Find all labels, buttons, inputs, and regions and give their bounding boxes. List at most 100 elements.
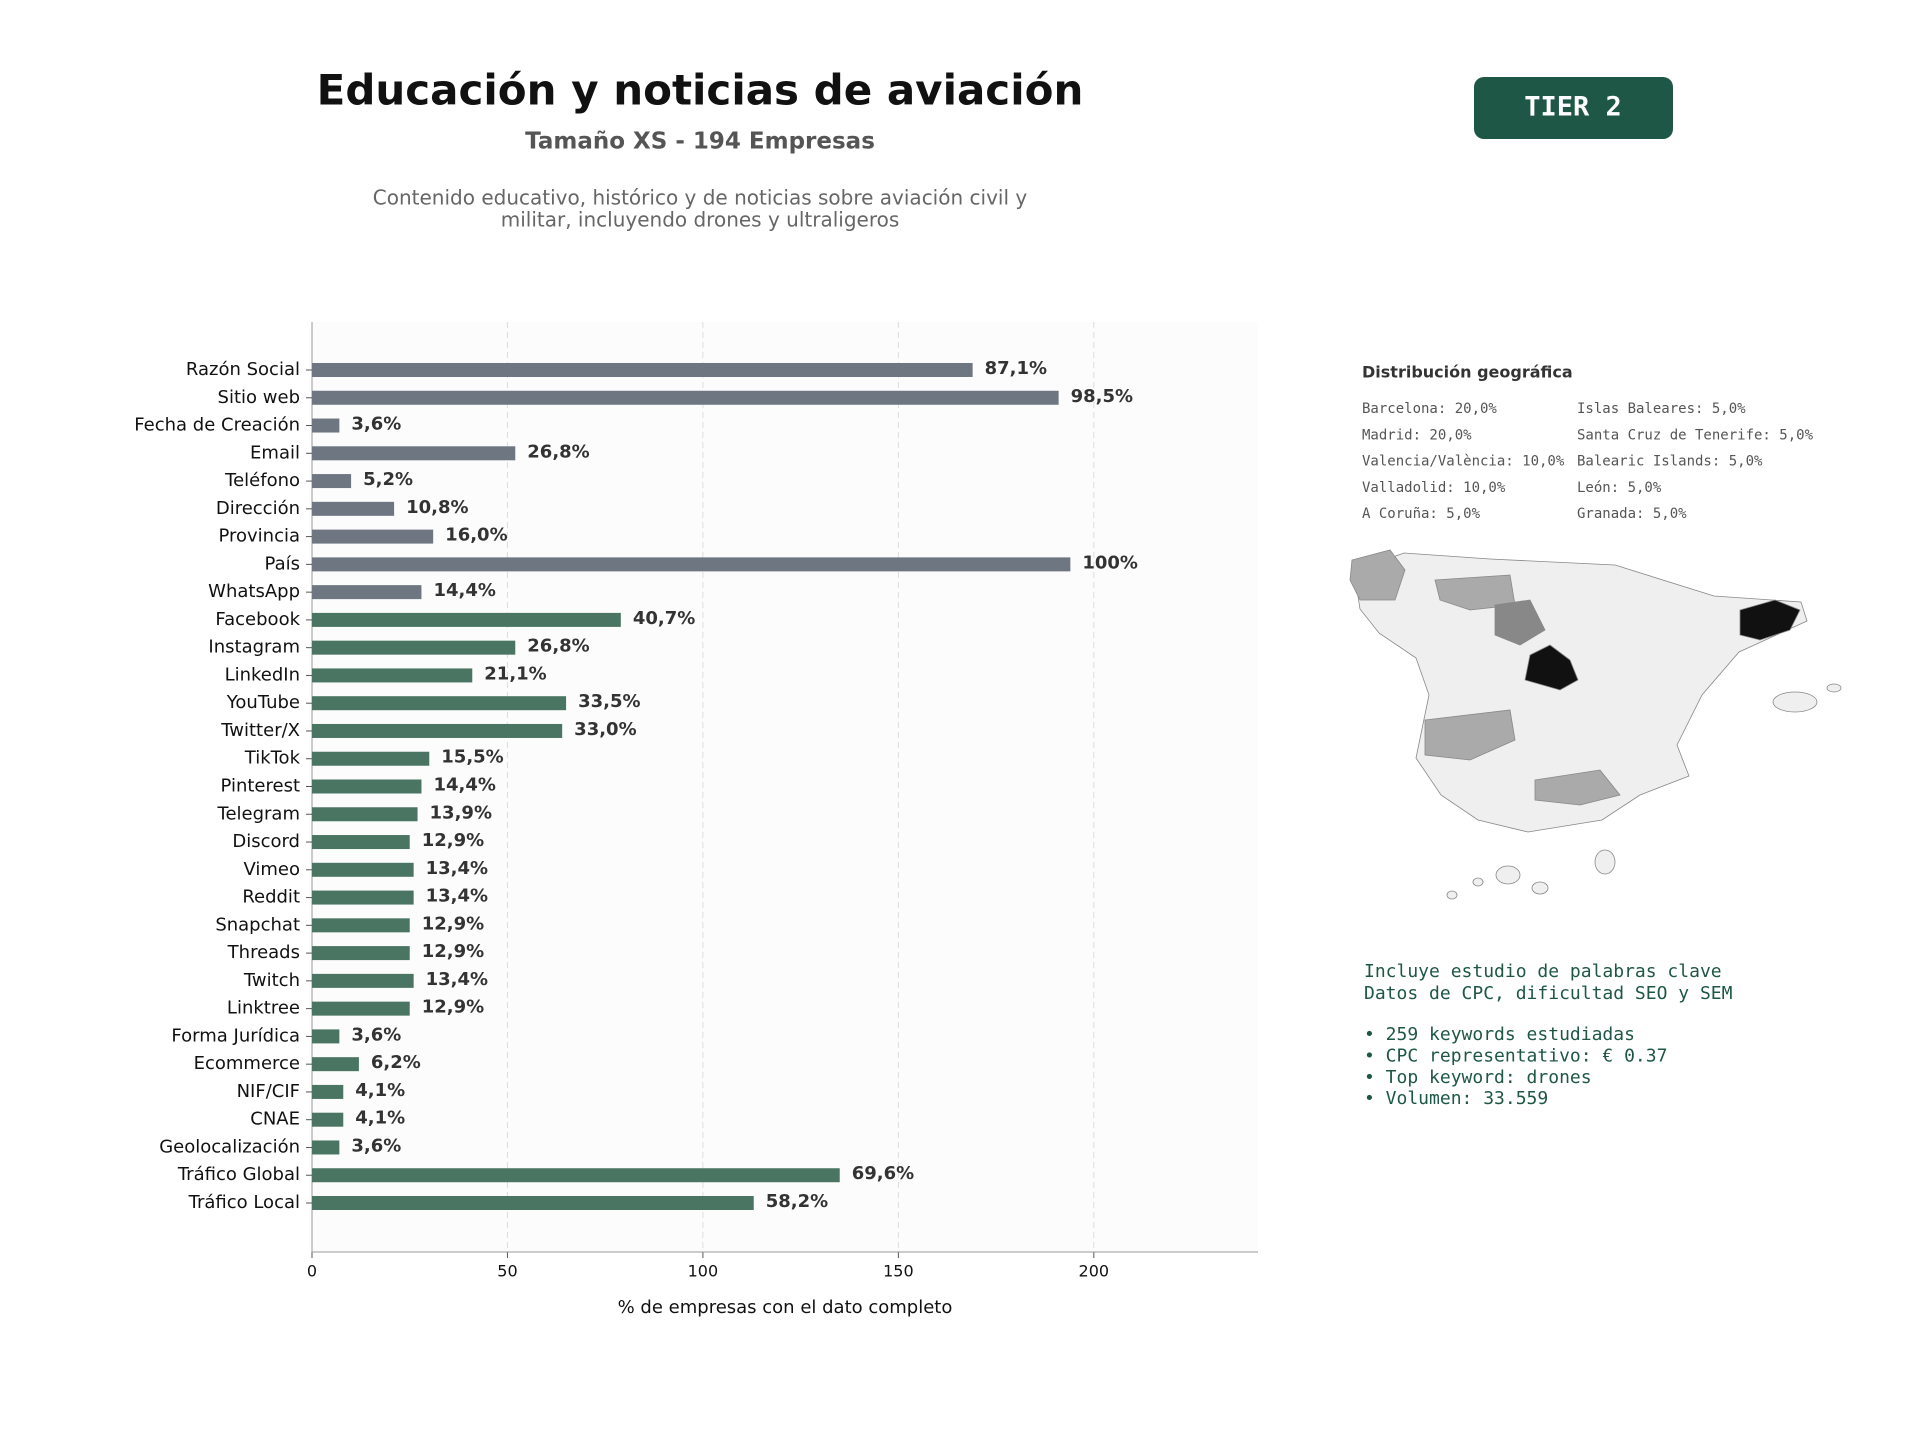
- geo-item: Valladolid: 10,0%: [1362, 480, 1506, 496]
- map-island: [1472, 877, 1484, 887]
- bar: [312, 390, 1059, 405]
- bar: [312, 418, 340, 433]
- y-tick-label: Discord: [232, 831, 300, 852]
- y-tick-label: Forma Jurídica: [171, 1025, 300, 1046]
- y-tick-label: CNAE: [250, 1109, 300, 1130]
- y-tick-label: Twitter/X: [220, 720, 300, 741]
- badge: [1474, 77, 1673, 139]
- keyword-bullet: • Top keyword: drones: [1364, 1067, 1592, 1088]
- y-tick-label: Tráfico Local: [188, 1192, 300, 1213]
- value-label: 12,9%: [422, 997, 484, 1018]
- value-label: 40,7%: [633, 608, 695, 629]
- value-label: 13,4%: [426, 858, 488, 879]
- value-label: 58,2%: [766, 1191, 828, 1212]
- bar: [312, 585, 422, 600]
- bar: [312, 835, 410, 850]
- y-tick-label: Tráfico Global: [177, 1164, 300, 1185]
- value-label: 12,9%: [422, 830, 484, 851]
- value-label: 14,4%: [433, 775, 495, 796]
- plot-area: [312, 322, 1258, 1252]
- y-tick-label: Facebook: [215, 609, 300, 630]
- map-island: [1531, 881, 1549, 895]
- bar: [312, 529, 434, 544]
- value-label: 26,8%: [527, 441, 589, 462]
- value-label: 26,8%: [527, 636, 589, 657]
- value-label: 4,1%: [355, 1080, 405, 1101]
- map-region: [1424, 709, 1516, 761]
- y-tick-label: NIF/CIF: [237, 1081, 300, 1102]
- bar: [312, 723, 563, 738]
- y-tick-label: Twitch: [243, 970, 300, 991]
- map-island: [1772, 691, 1818, 713]
- value-label: 13,9%: [430, 802, 492, 823]
- y-tick-label: TikTok: [244, 748, 301, 769]
- y-tick-label: Reddit: [242, 887, 300, 908]
- map-region: [1349, 549, 1406, 601]
- value-label: 33,0%: [574, 719, 636, 740]
- map-island: [1446, 890, 1458, 900]
- map-region: [1739, 599, 1801, 641]
- map: [1349, 549, 1842, 900]
- bar: [312, 973, 414, 988]
- value-label: 4,1%: [355, 1108, 405, 1129]
- y-tick-label: Provincia: [218, 526, 300, 547]
- geo-item: Balearic Islands: 5,0%: [1577, 454, 1763, 470]
- chart-title: Educación y noticias de aviación: [317, 66, 1084, 115]
- geo-list: Barcelona: 20,0% Madrid: 20,0% Valencia/Va…: [1362, 401, 1814, 522]
- value-label: 6,2%: [371, 1052, 421, 1073]
- keyword-bullet: • Volumen: 33.559: [1364, 1088, 1548, 1109]
- bar: [312, 1196, 754, 1210]
- y-tick-label: Snapchat: [215, 914, 300, 935]
- value-label: 13,4%: [426, 886, 488, 907]
- keyword-bullet: • 259 keywords estudiadas: [1364, 1024, 1635, 1045]
- geo-item: Granada: 5,0%: [1577, 506, 1687, 522]
- bar: [312, 1168, 840, 1183]
- y-tick-label: Vimeo: [243, 859, 300, 880]
- value-label: 14,4%: [433, 580, 495, 601]
- bar: [312, 668, 473, 683]
- subtitle: Tamaño XS - 194 Empresas: [525, 129, 875, 155]
- value-label: 10,8%: [406, 497, 468, 518]
- bar: [312, 890, 414, 905]
- x-tick-label: 0: [307, 1262, 317, 1281]
- bar: [312, 474, 352, 489]
- y-tick-label: Threads: [227, 942, 300, 963]
- bar: [312, 807, 418, 822]
- value-label: 12,9%: [422, 941, 484, 962]
- y-tick-label: YouTube: [226, 692, 300, 713]
- y-tick-label: WhatsApp: [208, 581, 300, 602]
- y-tick-label: Sitio web: [218, 387, 300, 408]
- x-tick-label: 200: [1079, 1262, 1110, 1281]
- geo-title: Distribución geográfica: [1362, 363, 1573, 382]
- y-tick-label: Instagram: [208, 637, 300, 658]
- value-label: 3,6%: [351, 1135, 401, 1156]
- bar: [312, 779, 422, 794]
- bar: [312, 1140, 340, 1155]
- x-axis-label: % de empresas con el dato completo: [618, 1297, 953, 1318]
- value-label: 16,0%: [445, 525, 507, 546]
- geo-item: Valencia/València: 10,0%: [1362, 454, 1565, 470]
- bar: [312, 1112, 344, 1127]
- bar: [312, 1057, 359, 1072]
- value-label: 3,6%: [351, 414, 401, 435]
- y-tick-label: País: [265, 553, 300, 574]
- y-tick-label: LinkedIn: [225, 664, 300, 685]
- bar: [312, 862, 414, 877]
- keyword-bullet: • CPC representativo: € 0.37: [1364, 1045, 1667, 1066]
- value-label: 69,6%: [852, 1163, 914, 1184]
- value-label: 12,9%: [422, 913, 484, 934]
- y-tick-label: Dirección: [216, 498, 300, 519]
- bar: [312, 557, 1071, 572]
- keyword-intro: Datos de CPC, dificultad SEO y SEM: [1364, 983, 1733, 1004]
- bar: [312, 946, 410, 961]
- bar: [312, 696, 567, 711]
- y-tick-label: Telegram: [217, 803, 300, 824]
- bar: [312, 612, 621, 627]
- geo-item: Islas Baleares: 5,0%: [1577, 401, 1746, 417]
- geo-item: Santa Cruz de Tenerife: 5,0%: [1577, 427, 1814, 443]
- y-tick-label: Teléfono: [224, 470, 300, 491]
- map-island: [1826, 683, 1842, 693]
- y-tick-label: Razón Social: [186, 359, 300, 380]
- value-label: 33,5%: [578, 691, 640, 712]
